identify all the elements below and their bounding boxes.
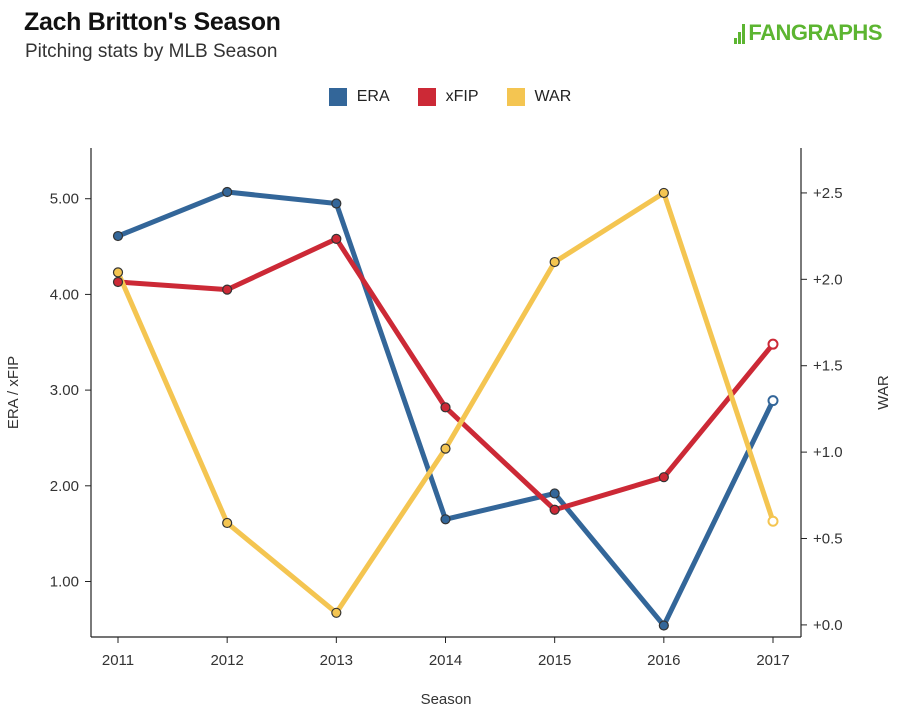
chart-axes	[85, 148, 807, 643]
data-point-war[interactable]	[222, 517, 233, 529]
chart-points	[112, 186, 779, 631]
data-point-xfip[interactable]	[112, 276, 124, 288]
right-tick-label: +1.0	[813, 444, 843, 461]
data-point-xfip[interactable]	[767, 338, 779, 350]
x-tick-label: 2014	[429, 652, 462, 669]
right-tick-label: +2.5	[813, 185, 843, 202]
data-point-era[interactable]	[767, 395, 779, 407]
data-point-war[interactable]	[767, 515, 779, 527]
data-point-war[interactable]	[440, 443, 451, 454]
left-tick-label: 2.00	[50, 478, 79, 495]
left-tick-label: 1.00	[50, 573, 79, 590]
data-point-era[interactable]	[658, 620, 669, 631]
fangraphs-logo[interactable]: FANGRAPHS	[734, 20, 882, 46]
data-point-xfip[interactable]	[440, 402, 451, 413]
right-tick-label: +0.5	[813, 531, 843, 548]
data-point-war[interactable]	[549, 256, 560, 268]
data-point-era[interactable]	[112, 230, 124, 242]
right-tick-label: +0.0	[813, 617, 843, 634]
series-line-xfip	[115, 236, 776, 513]
right-tick-label: +1.5	[813, 358, 843, 375]
data-point-war[interactable]	[658, 187, 669, 199]
legend-label-era: ERA	[356, 88, 390, 105]
x-tick-label: 2013	[320, 652, 353, 669]
legend-label-war: WAR	[534, 88, 572, 105]
data-point-xfip[interactable]	[658, 472, 669, 483]
data-point-era[interactable]	[222, 186, 233, 198]
legend-swatch-war	[506, 88, 525, 106]
left-tick-label: 5.00	[50, 191, 79, 208]
x-tick-label: 2017	[756, 652, 789, 669]
chart-labels: 1.00 2.00 3.00 4.00 5.00 +0.0 +0.5 +1.0 +1.5 +2.0…	[5, 185, 892, 708]
legend-item-era[interactable]: ERA	[328, 88, 390, 106]
legend-label-xfip: xFIP	[445, 88, 479, 105]
data-point-war[interactable]	[331, 607, 342, 618]
data-point-era[interactable]	[549, 488, 560, 499]
x-axis-title: Season	[421, 691, 472, 708]
left-axis-title: ERA / xFIP	[5, 356, 22, 429]
right-axis-title: WAR	[875, 375, 892, 410]
legend-swatch-era	[328, 88, 347, 106]
left-tick-label: 4.00	[50, 286, 79, 303]
chart-subtitle: Pitching stats by MLB Season	[25, 41, 278, 62]
chart-title: Zach Britton's Season	[24, 8, 281, 36]
x-tick-label: 2015	[538, 652, 571, 669]
data-point-war[interactable]	[112, 267, 124, 278]
x-tick-label: 2016	[647, 652, 680, 669]
chart-legend: ERA xFIP WAR	[0, 88, 900, 106]
x-tick-label: 2011	[102, 652, 134, 669]
data-point-xfip[interactable]	[549, 504, 560, 515]
x-tick-label: 2012	[210, 652, 243, 669]
data-point-era[interactable]	[331, 198, 342, 209]
data-point-xfip[interactable]	[331, 233, 342, 245]
data-point-xfip[interactable]	[222, 284, 233, 295]
legend-swatch-xfip	[417, 88, 436, 106]
right-tick-label: +2.0	[813, 271, 843, 288]
legend-item-xfip[interactable]: xFIP	[417, 88, 479, 106]
data-point-era[interactable]	[440, 514, 451, 525]
logo-bars-icon	[734, 22, 746, 44]
logo-text: FANGRAPHS	[748, 20, 882, 45]
legend-item-war[interactable]: WAR	[506, 88, 572, 106]
left-tick-label: 3.00	[50, 382, 79, 399]
